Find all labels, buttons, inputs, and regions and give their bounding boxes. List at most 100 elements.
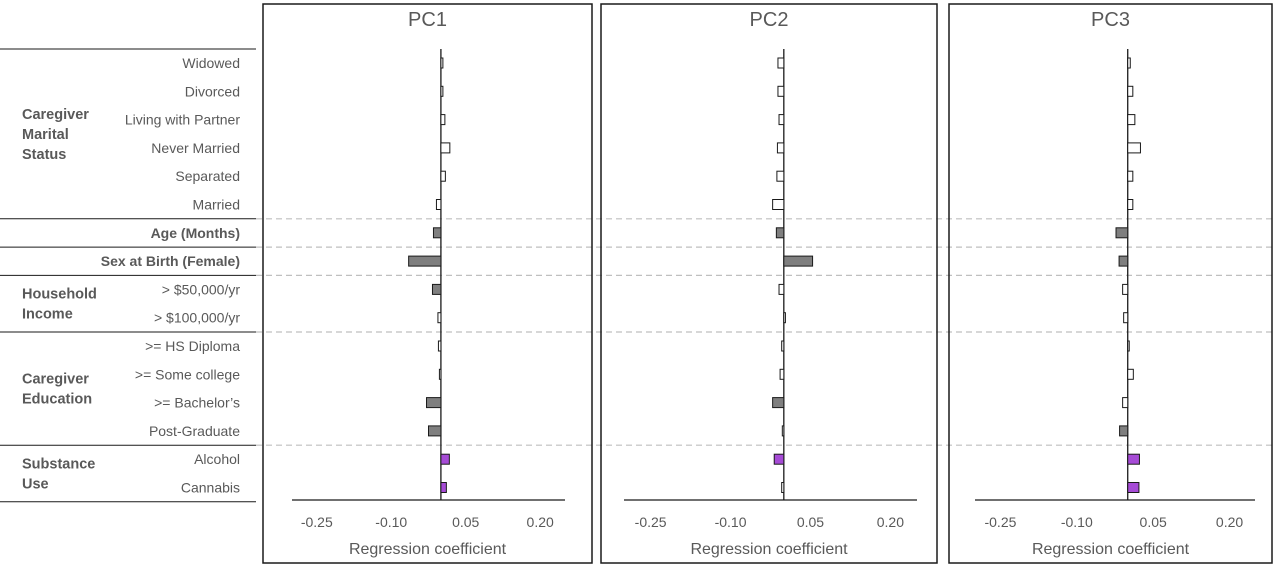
panel-pc1: PC1 -0.25 -0.10 0.05 0.20 Regression coeffici… (262, 3, 593, 564)
bar-some-college (438, 368, 442, 380)
tick-label: -0.25 (635, 514, 667, 530)
row-label-widowed: Widowed (182, 55, 240, 71)
tick-label: -0.25 (301, 514, 333, 530)
tick-label: 0.05 (1140, 514, 1167, 530)
bar-alcohol (440, 453, 450, 465)
tick-label: -0.10 (1061, 514, 1093, 530)
row-label-living-with-partner: Living with Partner (125, 112, 241, 128)
x-axis-label: Regression coefficient (690, 541, 848, 558)
bar-50-000-yr (431, 283, 442, 295)
group-label-household: Household (22, 287, 97, 303)
group-label-marital: Marital (22, 127, 69, 143)
bar-cannabis (781, 482, 785, 493)
bar-widowed (1127, 57, 1131, 69)
panel-pc2: PC2 -0.25 -0.10 0.05 0.20 Regression coeffici… (600, 3, 938, 564)
bar-never-married (1127, 142, 1141, 154)
row-label-100-000-yr: > $100,000/yr (154, 310, 240, 326)
bar-alcohol (1127, 453, 1140, 465)
panel-title: PC2 (750, 9, 789, 31)
row-label-some-college: >= Some college (135, 366, 240, 382)
bar-100-000-yr (783, 312, 786, 324)
tick-label: 0.05 (797, 514, 824, 530)
bar-some-college (1127, 368, 1134, 380)
bar-sex-at-birth-female (408, 255, 442, 267)
bar-hs-diploma (437, 340, 442, 352)
row-label-cannabis: Cannabis (181, 480, 240, 496)
row-label-never-married: Never Married (151, 140, 240, 156)
bar-bachelor-s (1122, 397, 1129, 409)
tick-label: -0.10 (375, 514, 407, 530)
bar-sex-at-birth-female (1118, 255, 1129, 267)
tick-label: 0.20 (527, 514, 554, 530)
bar-separated (440, 170, 446, 182)
bar-married (772, 199, 785, 210)
bar-hs-diploma (1127, 340, 1130, 352)
group-label-status: Status (22, 147, 66, 163)
panel-title: PC1 (408, 9, 447, 31)
row-label-separated: Separated (175, 168, 240, 184)
bar-never-married (776, 142, 785, 154)
panel-title: PC3 (1091, 9, 1130, 31)
bar-married (1127, 199, 1134, 210)
row-label-hs-diploma: >= HS Diploma (145, 338, 240, 354)
bar-post-graduate (781, 425, 785, 437)
bar-separated (1127, 170, 1134, 182)
tick-label: 0.05 (452, 514, 479, 530)
tick-label: -0.10 (715, 514, 747, 530)
row-label-age-months: Age (Months) (151, 225, 240, 241)
bar-sex-at-birth-female (783, 255, 814, 267)
bar-50-000-yr (778, 283, 785, 295)
bar-hs-diploma (781, 340, 785, 352)
bar-post-graduate (428, 425, 442, 437)
bar-cannabis (440, 482, 447, 493)
bar-separated (776, 170, 785, 182)
row-label-50-000-yr: > $50,000/yr (162, 281, 241, 297)
bar-bachelor-s (426, 397, 442, 409)
bar-divorced (440, 85, 444, 97)
bar-age-months (432, 227, 442, 239)
group-label-use: Use (22, 476, 49, 492)
x-axis-label: Regression coefficient (349, 541, 507, 558)
x-axis-label: Regression coefficient (1032, 541, 1190, 558)
bar-some-college (779, 368, 785, 380)
row-label-alcohol: Alcohol (194, 451, 240, 467)
row-label-bachelor-s: >= Bachelor’s (154, 395, 240, 411)
group-label-caregiver: Caregiver (22, 371, 89, 387)
bar-50-000-yr (1122, 283, 1129, 295)
bar-living-with-partner (1127, 114, 1136, 126)
group-label-income: Income (22, 307, 73, 323)
panel-pc3: PC3 -0.25 -0.10 0.05 0.20 Regression coeffici… (948, 3, 1273, 564)
tick-label: 0.20 (1216, 514, 1243, 530)
row-label-post-graduate: Post-Graduate (149, 423, 240, 439)
row-label-divorced: Divorced (185, 83, 240, 99)
panel-frame (948, 3, 1273, 564)
bar-alcohol (773, 453, 785, 465)
group-label-substance: Substance (22, 456, 95, 472)
bar-age-months (1115, 227, 1129, 239)
tick-label: -0.25 (984, 514, 1016, 530)
bar-age-months (775, 227, 785, 239)
panels: PC1 -0.25 -0.10 0.05 0.20 Regression coeffici… (262, 3, 1273, 564)
bar-post-graduate (1119, 425, 1129, 437)
bar-100-000-yr (1123, 312, 1129, 324)
bar-100-000-yr (437, 312, 442, 324)
bar-married (435, 199, 442, 210)
bar-widowed (440, 57, 444, 69)
group-label-education: Education (22, 391, 92, 407)
row-label-sex-at-birth-female: Sex at Birth (Female) (101, 253, 240, 269)
bar-living-with-partner (440, 114, 446, 126)
group-label-caregiver: Caregiver (22, 107, 89, 123)
bar-divorced (777, 85, 785, 97)
bar-divorced (1127, 85, 1134, 97)
bar-living-with-partner (778, 114, 785, 126)
bar-never-married (440, 142, 451, 154)
row-labels: Widowed Divorced Living with Partner Never … (22, 55, 240, 496)
bar-bachelor-s (772, 397, 785, 409)
panel-frame (600, 3, 938, 564)
row-table-lines (0, 48, 1272, 503)
tick-label: 0.20 (877, 514, 904, 530)
panel-frame (262, 3, 593, 564)
bar-widowed (777, 57, 785, 69)
row-label-married: Married (193, 197, 240, 213)
